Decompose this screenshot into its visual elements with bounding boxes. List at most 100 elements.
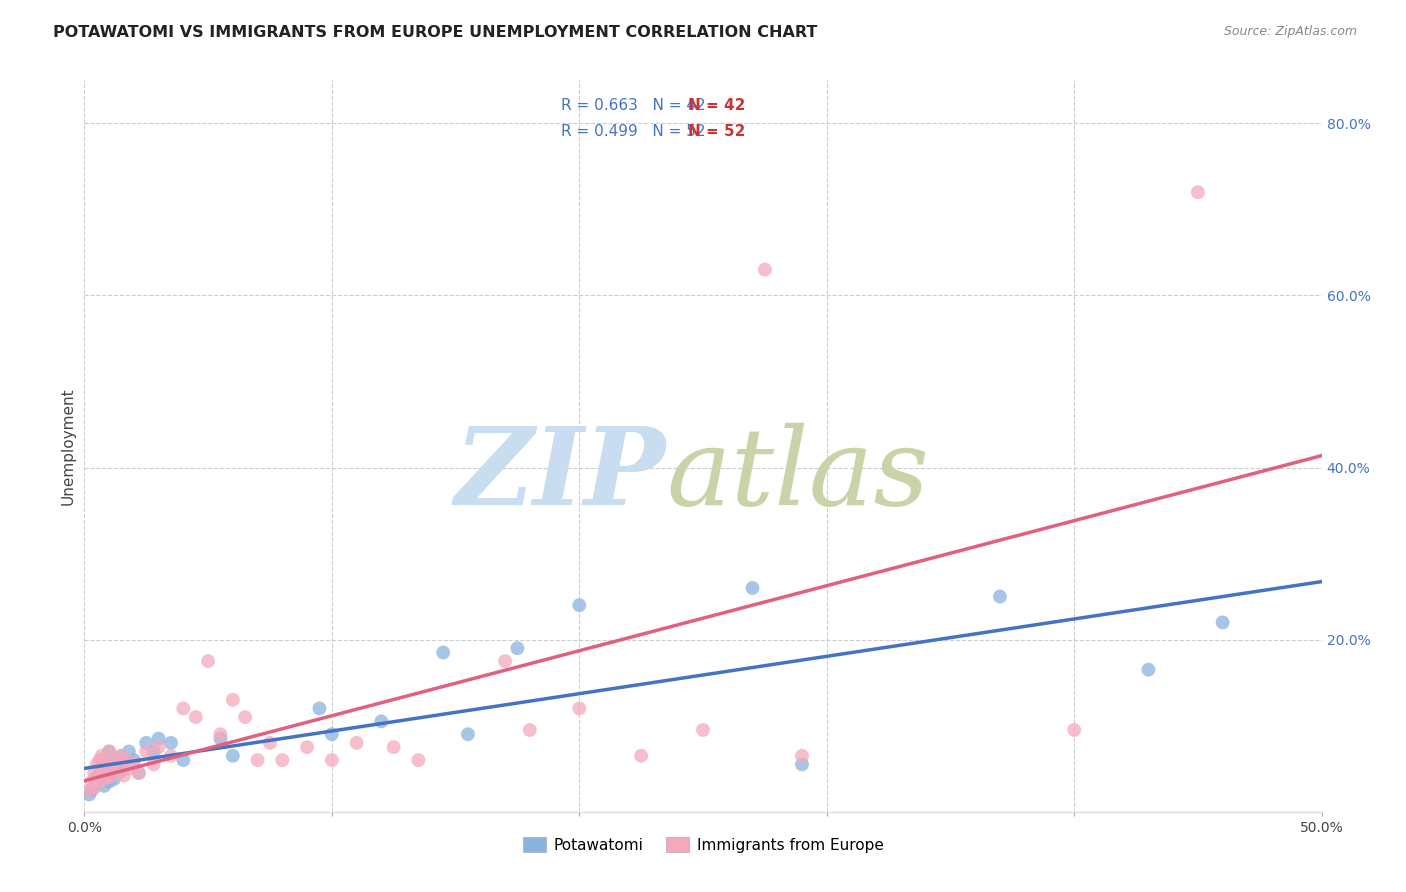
- Point: [122, 757, 145, 772]
- Point: [295, 740, 318, 755]
- Point: [630, 748, 652, 763]
- Point: [172, 701, 194, 715]
- Point: [93, 779, 115, 793]
- Point: [197, 654, 219, 668]
- Point: [98, 744, 121, 758]
- Point: [1137, 663, 1160, 677]
- Point: [110, 748, 132, 763]
- Point: [103, 753, 125, 767]
- Point: [112, 762, 135, 776]
- Point: [118, 744, 141, 758]
- Point: [80, 783, 103, 797]
- Point: [321, 753, 343, 767]
- Point: [506, 641, 529, 656]
- Point: [246, 753, 269, 767]
- Point: [308, 701, 330, 715]
- Point: [90, 753, 112, 767]
- Point: [148, 740, 170, 755]
- Point: [90, 766, 112, 780]
- Point: [142, 744, 165, 758]
- Point: [494, 654, 516, 668]
- Point: [89, 772, 111, 786]
- Point: [754, 262, 776, 277]
- Point: [96, 770, 118, 784]
- Point: [118, 762, 141, 776]
- Legend: Potawatomi, Immigrants from Europe: Potawatomi, Immigrants from Europe: [516, 831, 890, 859]
- Point: [160, 748, 183, 763]
- Text: ZIP: ZIP: [454, 422, 666, 528]
- Point: [108, 757, 131, 772]
- Point: [90, 766, 112, 780]
- Point: [370, 714, 392, 729]
- Point: [457, 727, 479, 741]
- Point: [408, 753, 430, 767]
- Point: [568, 598, 591, 612]
- Point: [988, 590, 1011, 604]
- Point: [271, 753, 294, 767]
- Text: R = 0.663   N = 42: R = 0.663 N = 42: [561, 97, 706, 112]
- Point: [79, 788, 101, 802]
- Point: [568, 701, 591, 715]
- Point: [90, 748, 112, 763]
- Point: [135, 744, 157, 758]
- Point: [222, 748, 245, 763]
- Point: [128, 766, 150, 780]
- Point: [1187, 185, 1209, 199]
- Text: R = 0.499   N = 52: R = 0.499 N = 52: [561, 124, 706, 139]
- Point: [115, 753, 138, 767]
- Point: [108, 766, 131, 780]
- Point: [103, 772, 125, 786]
- Point: [89, 753, 111, 767]
- Point: [259, 736, 281, 750]
- Point: [135, 736, 157, 750]
- Point: [100, 762, 122, 776]
- Point: [209, 731, 232, 746]
- Point: [80, 774, 103, 789]
- Point: [93, 755, 115, 769]
- Point: [382, 740, 405, 755]
- Point: [142, 757, 165, 772]
- Text: POTAWATOMI VS IMMIGRANTS FROM EUROPE UNEMPLOYMENT CORRELATION CHART: POTAWATOMI VS IMMIGRANTS FROM EUROPE UNE…: [53, 25, 818, 40]
- Point: [122, 753, 145, 767]
- Point: [233, 710, 256, 724]
- Point: [346, 736, 368, 750]
- Point: [112, 768, 135, 782]
- Text: N = 42: N = 42: [688, 97, 745, 112]
- Point: [83, 766, 105, 780]
- Text: atlas: atlas: [666, 423, 929, 528]
- Point: [86, 770, 108, 784]
- Point: [89, 774, 111, 789]
- Point: [98, 774, 121, 789]
- Point: [790, 757, 813, 772]
- Point: [93, 757, 115, 772]
- Point: [692, 723, 714, 737]
- Point: [209, 727, 232, 741]
- Point: [105, 766, 128, 780]
- Point: [93, 772, 115, 786]
- Point: [148, 731, 170, 746]
- Point: [222, 693, 245, 707]
- Point: [98, 744, 121, 758]
- Point: [321, 727, 343, 741]
- Point: [83, 780, 105, 795]
- Text: N = 52: N = 52: [688, 124, 745, 139]
- Point: [86, 757, 108, 772]
- Y-axis label: Unemployment: Unemployment: [60, 387, 76, 505]
- Point: [83, 779, 105, 793]
- Text: Source: ZipAtlas.com: Source: ZipAtlas.com: [1223, 25, 1357, 38]
- Point: [741, 581, 763, 595]
- Point: [86, 770, 108, 784]
- Point: [79, 783, 101, 797]
- Point: [1063, 723, 1085, 737]
- Point: [1212, 615, 1234, 630]
- Point: [432, 646, 454, 660]
- Point: [128, 766, 150, 780]
- Point: [160, 736, 183, 750]
- Point: [790, 748, 813, 763]
- Point: [184, 710, 207, 724]
- Point: [103, 753, 125, 767]
- Point: [98, 770, 121, 784]
- Point: [110, 748, 132, 763]
- Point: [96, 764, 118, 778]
- Point: [105, 757, 128, 772]
